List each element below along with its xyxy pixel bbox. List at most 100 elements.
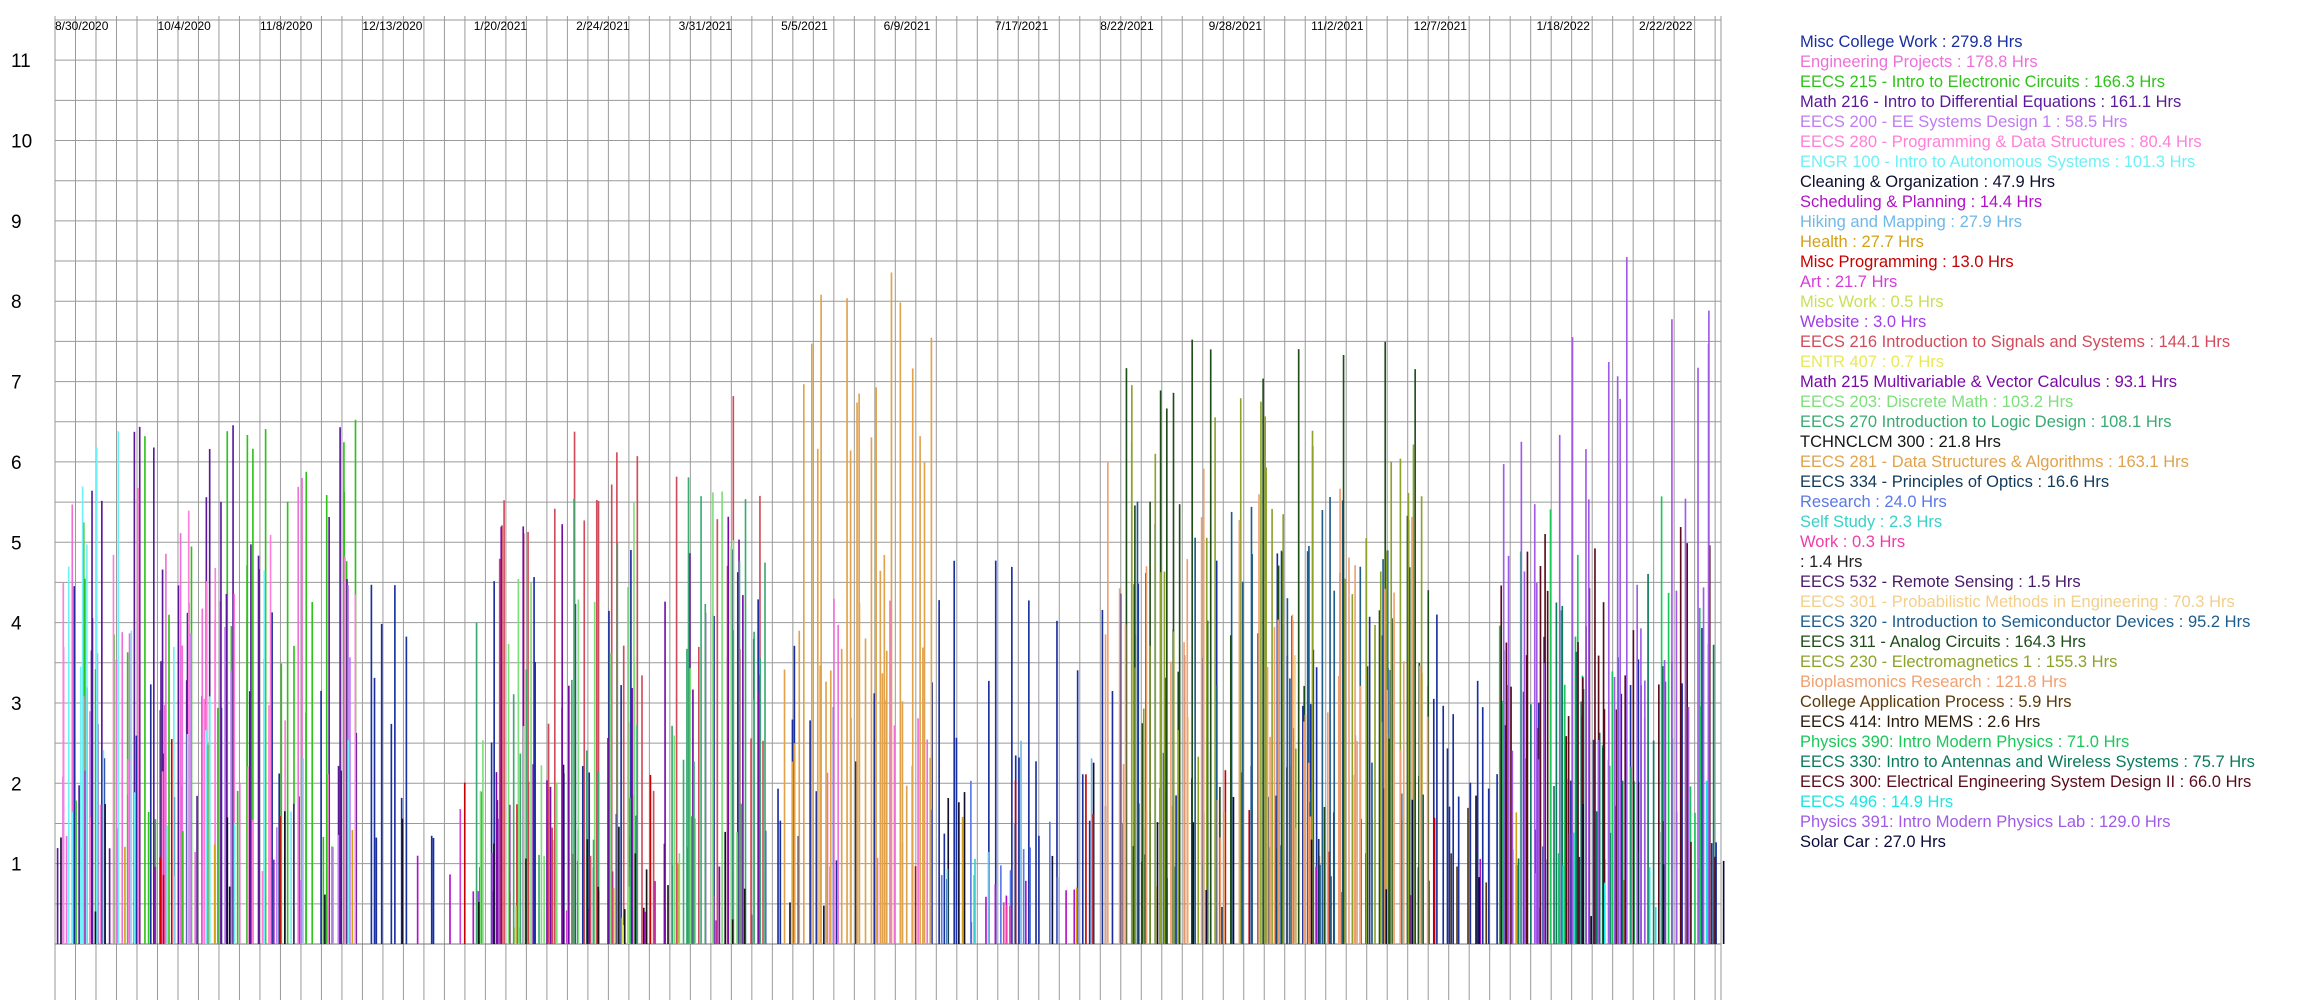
bar [159, 710, 161, 944]
bar [230, 670, 232, 944]
x-tick-label: 9/28/2021 [1209, 19, 1263, 33]
bar [271, 612, 273, 944]
x-tick-label: 8/30/2020 [55, 19, 109, 33]
legend-separator: : [1937, 33, 1951, 51]
bar [901, 701, 904, 944]
bar [1339, 488, 1341, 944]
bar [1156, 822, 1159, 944]
bar [1399, 458, 1402, 944]
bar [1359, 685, 1362, 944]
bar [1619, 398, 1621, 944]
bar [667, 885, 669, 944]
bar [1315, 866, 1317, 944]
legend-series-name: EECS 215 - Intro to Electronic Circuits [1800, 73, 2080, 91]
legend-total-hours: 144.1 [2158, 333, 2200, 351]
bar [1652, 740, 1655, 944]
bar [1049, 821, 1051, 944]
legend-item: Solar Car : 27.0 Hrs [1800, 832, 2255, 852]
bar [416, 855, 419, 944]
legend-separator: : [1847, 233, 1862, 251]
legend-separator: : [1937, 253, 1952, 271]
legend-total-hours: 2.3 [1888, 513, 1912, 531]
bar [802, 384, 805, 945]
bar [883, 554, 886, 944]
bar [1481, 707, 1484, 944]
bar [1142, 708, 1145, 944]
bar [1402, 661, 1405, 944]
bar [480, 791, 483, 944]
legend-series-name: Physics 391: Intro Modern Physics Lab [1800, 813, 2086, 831]
legend-unit: Hrs [2220, 773, 2252, 791]
bar [344, 556, 346, 944]
legend-separator: : [1800, 553, 1810, 571]
bar [1258, 494, 1260, 944]
bar [1615, 709, 1618, 944]
bar [278, 773, 281, 944]
bar [1517, 858, 1520, 944]
legend-series-name: EECS 330: Intro to Antennas and Wireless… [1800, 753, 2179, 771]
bar [1632, 630, 1635, 944]
bar [1644, 680, 1646, 944]
legend-unit: Hrs [1983, 253, 2014, 271]
legend-unit: Hrs [2050, 573, 2081, 591]
bar [1476, 680, 1479, 944]
bar [692, 689, 694, 944]
bar [162, 874, 165, 944]
bar [697, 646, 700, 944]
bar [534, 661, 536, 944]
bar [233, 823, 236, 944]
bar [1029, 847, 1032, 944]
bar [1479, 858, 1482, 944]
bar [1111, 691, 1114, 944]
bar [1131, 385, 1133, 945]
bar [1382, 559, 1384, 944]
bar [783, 669, 786, 944]
bar [759, 657, 762, 944]
legend-item: EECS 300: Electrical Engineering System … [1800, 772, 2255, 792]
bar [1478, 877, 1480, 944]
bar [133, 431, 136, 944]
legend-item: EECS 270 Introduction to Logic Design : … [1800, 412, 2255, 432]
bar [919, 436, 921, 944]
bar [1572, 832, 1575, 944]
legend-series-name: Misc College Work [1800, 33, 1938, 51]
bar [89, 817, 91, 944]
legend-unit: Hrs [1915, 833, 1946, 851]
bar [194, 852, 196, 944]
bar [324, 894, 326, 944]
y-tick-label: 9 [11, 212, 22, 233]
bar [1265, 467, 1267, 944]
bar [165, 553, 167, 944]
bar [1162, 752, 1165, 944]
bar [1469, 782, 1472, 944]
bar [677, 862, 679, 944]
bar [1124, 624, 1127, 944]
bar [1307, 762, 1310, 944]
bar [1616, 376, 1619, 945]
bar [1411, 516, 1413, 944]
legend-unit: Hrs [2078, 473, 2110, 491]
bar [652, 790, 655, 944]
legend-item: EECS 200 - EE Systems Design 1 : 58.5 Hr… [1800, 112, 2255, 132]
legend-item: Website : 3.0 Hrs [1800, 312, 2255, 332]
bar [522, 726, 525, 944]
bar [1523, 571, 1526, 944]
legend-separator: : [2175, 773, 2189, 791]
bar [1194, 537, 1196, 944]
bar [163, 704, 166, 944]
bar [1485, 882, 1488, 944]
legend-item: Misc Work : 0.5 Hrs [1800, 292, 2255, 312]
bar [181, 645, 184, 944]
bar [1502, 464, 1505, 944]
legend-unit: Hrs [2041, 693, 2072, 711]
bar [1681, 683, 1683, 944]
bar [147, 811, 150, 944]
legend-item: Misc College Work : 279.8 Hrs [1800, 32, 2255, 52]
bar [1671, 319, 1673, 944]
bar [1544, 534, 1546, 944]
bar [252, 448, 254, 944]
bar [1530, 704, 1532, 944]
bar [1539, 565, 1542, 944]
bar [472, 891, 475, 944]
bar [1662, 864, 1665, 944]
